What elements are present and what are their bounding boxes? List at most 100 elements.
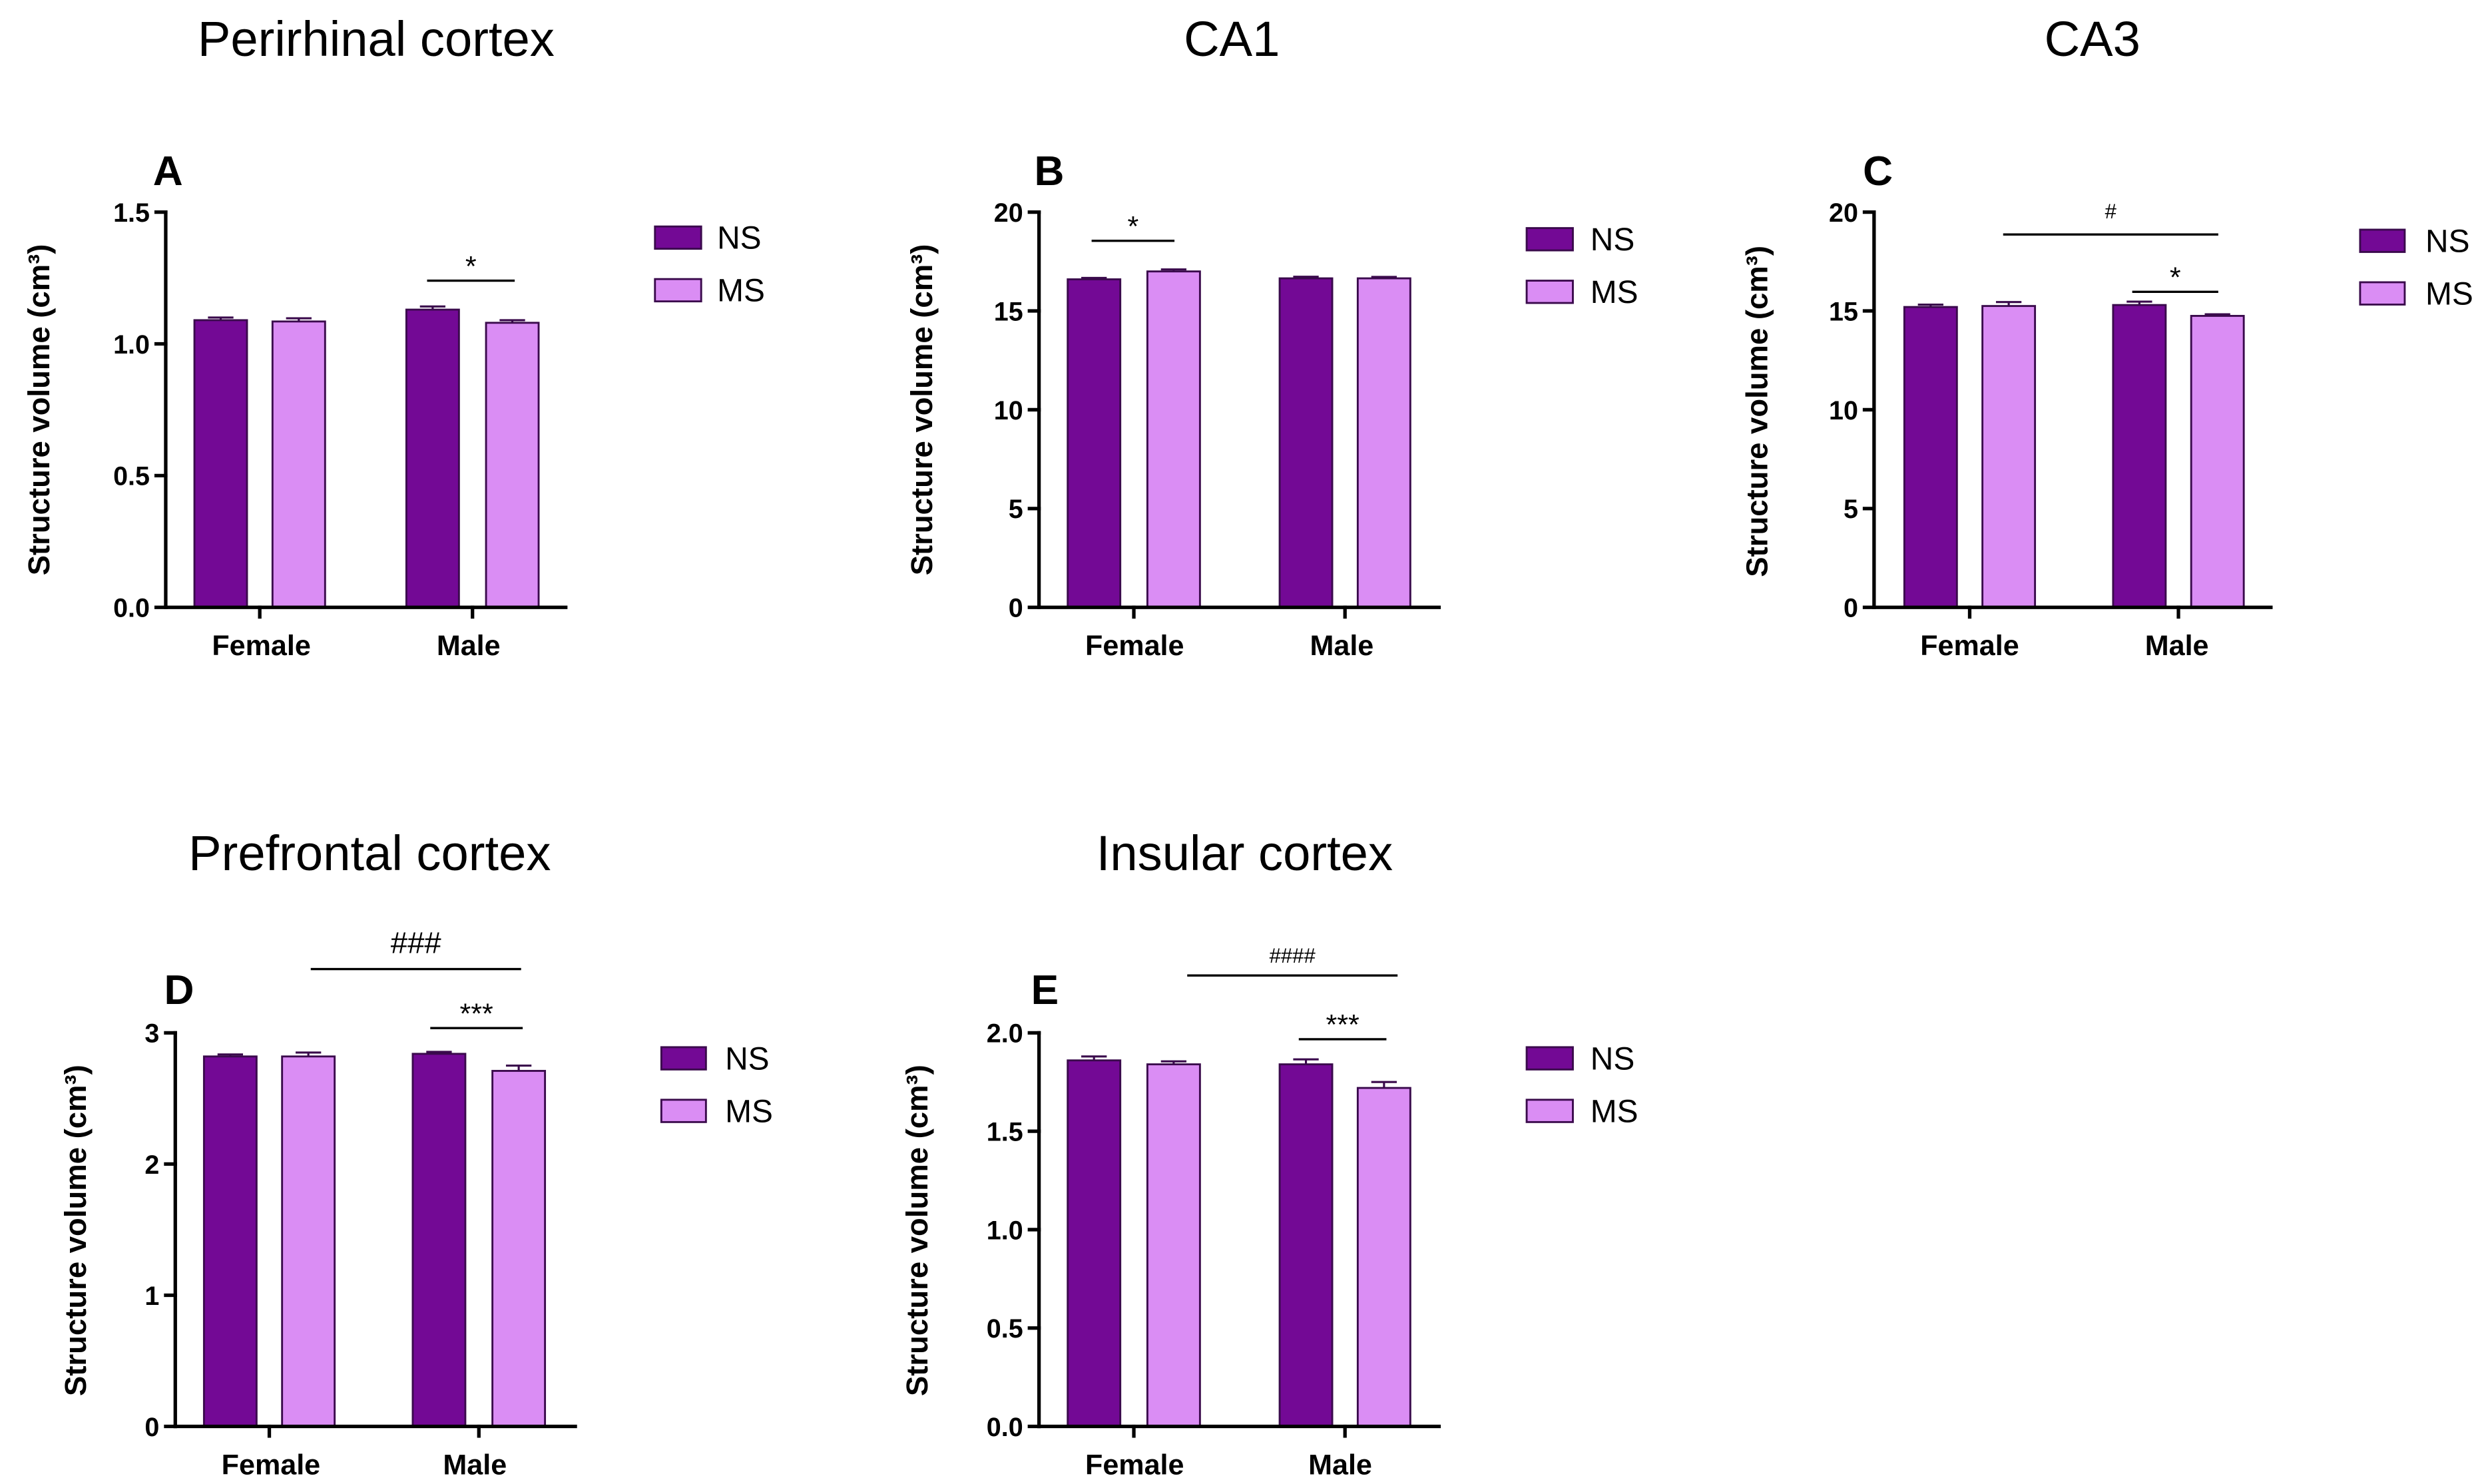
legend-label-ms: MS [1591,275,1638,310]
y-tick-label: 1.5 [113,198,150,228]
error-bar-female-ns [208,316,234,320]
panel-letter: D [164,967,194,1013]
y-tick-label: 0 [144,1413,159,1442]
y-tick-label: 20 [1829,198,1858,228]
legend-swatch-ns [1525,1046,1574,1071]
error-bar-female-ns [1917,303,1943,308]
y-tick-label: 1.0 [113,330,150,360]
y-axis-label: Structure volume (cm³) [900,1065,934,1396]
significance-label: * [1127,211,1138,243]
error-bar-female-ns [1081,1055,1107,1061]
y-tick-label: 2.0 [987,1019,1023,1049]
legend-label-ms: MS [717,274,765,309]
significance-label: *** [460,998,494,1030]
x-tick-label-female: Female [1085,630,1184,662]
panel-b: CA1 B Structure volume (cm³) 0 5 10 15 20 Female… [905,11,1638,662]
legend-swatch-ns [1525,227,1574,252]
y-tick-label: 3 [144,1019,159,1049]
x-tick-label-female: Female [1920,630,2019,662]
panel-letter: A [153,148,183,194]
bar-male-ns [1278,1063,1334,1427]
legend-swatch-ms [2359,281,2406,306]
significance-label: *** [1326,1009,1360,1041]
y-tick-label: 15 [1829,297,1858,326]
bar-female-ms [1981,305,2037,609]
bar-female-ns [202,1055,258,1427]
x-tick-label-male: Male [437,630,501,662]
y-axis-label: Structure volume (cm³) [22,244,56,576]
y-tick-label: 5 [1009,495,1023,524]
error-bar-male-ms [505,1065,532,1071]
x-tick-label-female: Female [222,1449,320,1481]
significance-label: #### [1270,944,1316,967]
legend-label-ms: MS [1591,1094,1638,1129]
panel-title: Insular cortex [1097,826,1393,881]
panel-letter: E [1031,967,1059,1013]
panel-letter: B [1034,148,1064,194]
bar-male-ms [485,322,540,609]
y-tick-label: 2 [144,1150,159,1180]
bar-male-ms [2190,315,2245,609]
panel-title: CA1 [1184,11,1280,67]
legend-label-ns: NS [717,221,761,256]
y-tick-label: 1 [144,1282,159,1311]
bar-female-ns [1067,278,1122,609]
y-tick-label: 0.5 [113,462,150,491]
bar-male-ns [1278,277,1334,609]
bar-female-ms [1146,1063,1201,1427]
y-tick-label: 0.0 [113,594,150,623]
error-bar-female-ms [1995,301,2022,306]
error-bar-female-ms [1160,268,1187,272]
bar-female-ns [1903,306,1958,609]
legend-label-ms: MS [725,1094,773,1129]
panel-letter: C [1863,148,1893,194]
legend-swatch-ns [660,1046,707,1071]
bar-female-ms [1146,270,1201,609]
significance-label: ### [391,926,442,960]
legend-label-ns: NS [1591,1041,1634,1077]
bar-male-ms [1356,277,1411,609]
bar-female-ms [281,1055,336,1427]
panel-c: CA3 C Structure volume (cm³) 0 5 10 15 20 Female… [1740,11,2473,662]
error-bar-female-ms [1160,1060,1187,1065]
x-tick-label-female: Female [212,630,310,662]
legend-label-ms: MS [2425,276,2473,312]
bar-male-ns [2112,304,2167,609]
y-axis-label: Structure volume (cm³) [905,244,939,576]
error-bar-male-ns [2126,300,2152,306]
y-tick-label: 0.5 [987,1314,1023,1344]
error-bar-male-ns [1293,1058,1319,1065]
panel-e: Insular cortex E Structure volume (cm³) 0.0… [900,826,1638,1481]
y-tick-label: 15 [994,297,1023,326]
y-tick-label: 10 [1829,396,1858,425]
error-bar-male-ns [419,305,446,310]
y-axis-label: Structure volume (cm³) [1740,246,1774,577]
panel-title: Perirhinal cortex [198,11,555,67]
error-bar-male-ms [1371,1081,1397,1089]
legend-label-ns: NS [2425,224,2469,259]
significance-label: # [2105,200,2117,223]
bar-male-ns [405,308,460,609]
bar-female-ns [1067,1059,1122,1427]
error-bar-male-ms [2204,313,2230,316]
x-tick-label-male: Male [2145,630,2209,662]
y-axis-label: Structure volume (cm³) [59,1065,93,1396]
bar-female-ns [193,319,248,609]
y-tick-label: 0 [1009,594,1023,623]
legend-swatch-ns [2359,228,2406,253]
legend-swatch-ns [654,225,702,250]
legend-swatch-ms [1525,280,1574,304]
x-tick-label-male: Male [1308,1449,1372,1481]
y-tick-label: 0 [1844,594,1858,623]
error-bar-male-ms [499,319,525,323]
bar-male-ms [491,1070,547,1427]
y-tick-label: 1.5 [987,1117,1023,1146]
panel-d: Prefrontal cortex D Structure volume (cm³)… [59,826,773,1481]
error-bar-female-ns [1081,276,1107,280]
panel-a: Perirhinal cortex A Structure volume (cm³)… [22,11,765,662]
bar-male-ns [411,1053,467,1427]
error-bar-female-ns [217,1053,244,1057]
error-bar-male-ns [1293,276,1319,279]
error-bar-female-ms [296,1051,322,1057]
